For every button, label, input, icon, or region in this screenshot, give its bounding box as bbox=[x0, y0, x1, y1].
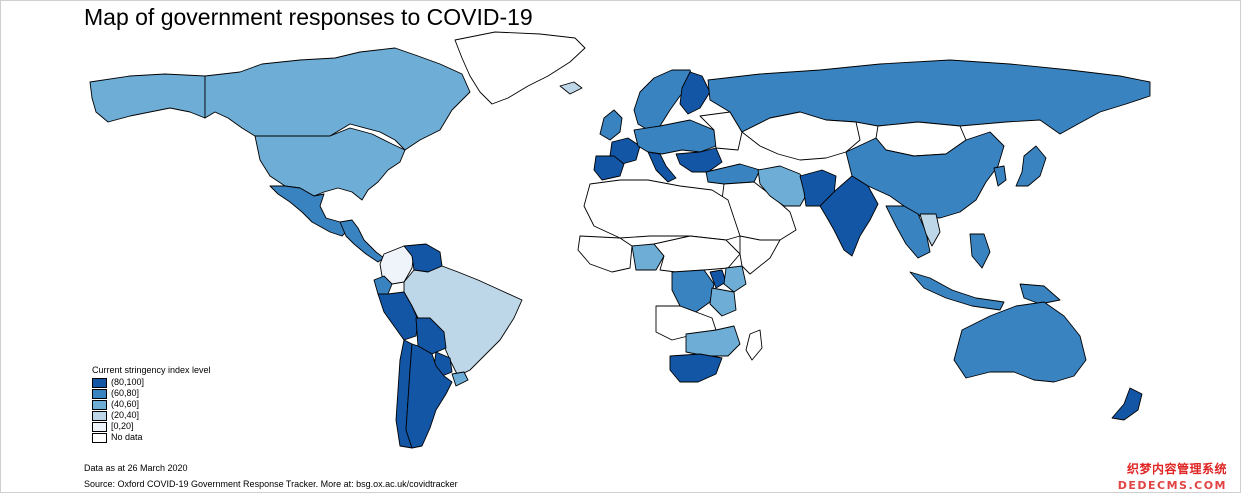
region-southeast-asia[interactable] bbox=[885, 205, 931, 259]
legend-swatch bbox=[92, 410, 107, 421]
region-indonesia[interactable] bbox=[909, 271, 1005, 311]
region-italy[interactable] bbox=[647, 151, 677, 183]
region-canada[interactable] bbox=[204, 47, 471, 151]
region-greenland[interactable] bbox=[454, 31, 586, 105]
region-papua-new-guinea[interactable] bbox=[1019, 283, 1061, 305]
legend-swatch bbox=[92, 377, 107, 388]
region-zimbabwe-mozambique[interactable] bbox=[685, 325, 741, 357]
region-south-africa[interactable] bbox=[669, 353, 723, 383]
region-japan[interactable] bbox=[1015, 145, 1047, 187]
legend-swatch bbox=[92, 388, 107, 399]
region-argentina[interactable] bbox=[405, 343, 453, 449]
legend-item: (20,40] bbox=[92, 410, 211, 421]
region-korea[interactable] bbox=[993, 165, 1007, 187]
region-tanzania[interactable] bbox=[709, 287, 737, 317]
region-finland[interactable] bbox=[679, 71, 711, 115]
region-uruguay[interactable] bbox=[451, 371, 469, 387]
region-nigeria[interactable] bbox=[631, 243, 665, 271]
region-kenya[interactable] bbox=[723, 265, 747, 293]
legend-label: (40,60] bbox=[111, 399, 140, 409]
legend-label: No data bbox=[111, 432, 143, 442]
region-iceland[interactable] bbox=[559, 81, 583, 95]
legend-label: (20,40] bbox=[111, 410, 140, 420]
legend-item: [0,20] bbox=[92, 421, 211, 432]
region-central-america[interactable] bbox=[339, 219, 385, 263]
map-legend: Current stringency index level (80,100] … bbox=[92, 365, 211, 443]
watermark: 织梦内容管理系统 DEDECMS.COM bbox=[1118, 460, 1227, 492]
region-india[interactable] bbox=[819, 175, 879, 257]
watermark-line-cn: 织梦内容管理系统 bbox=[1126, 462, 1227, 476]
region-ecuador[interactable] bbox=[373, 275, 393, 295]
legend-swatch bbox=[92, 421, 107, 432]
legend-item: (60,80] bbox=[92, 388, 211, 399]
region-china[interactable] bbox=[845, 131, 1005, 219]
legend-title: Current stringency index level bbox=[92, 365, 211, 375]
legend-label: (80,100] bbox=[111, 377, 145, 387]
region-north-africa[interactable] bbox=[583, 179, 741, 241]
legend-item: (80,100] bbox=[92, 377, 211, 388]
region-west-africa[interactable] bbox=[577, 235, 633, 273]
region-balkans[interactable] bbox=[675, 147, 723, 173]
region-philippines[interactable] bbox=[969, 233, 991, 269]
data-date-note: Data as at 26 March 2020 bbox=[84, 463, 188, 473]
region-iberia[interactable] bbox=[593, 155, 625, 181]
region-central-africa[interactable] bbox=[653, 235, 741, 273]
region-new-zealand[interactable] bbox=[1111, 387, 1143, 421]
legend-item: No data bbox=[92, 432, 211, 443]
legend-swatch bbox=[92, 432, 107, 443]
legend-item: (40,60] bbox=[92, 399, 211, 410]
region-australia[interactable] bbox=[953, 301, 1087, 383]
region-drc[interactable] bbox=[671, 269, 715, 313]
watermark-line-en: DEDECMS.COM bbox=[1117, 479, 1227, 492]
legend-label: (60,80] bbox=[111, 388, 140, 398]
region-uk-ireland[interactable] bbox=[599, 109, 623, 141]
legend-swatch bbox=[92, 399, 107, 410]
region-vietnam[interactable] bbox=[919, 213, 941, 247]
legend-label: [0,20] bbox=[111, 421, 134, 431]
region-iran[interactable] bbox=[757, 165, 809, 207]
source-note: Source: Oxford COVID-19 Government Respo… bbox=[84, 479, 458, 489]
region-kazakhstan[interactable] bbox=[741, 111, 861, 161]
region-madagascar[interactable] bbox=[745, 329, 763, 361]
region-horn-of-africa[interactable] bbox=[739, 235, 781, 275]
region-alaska[interactable] bbox=[89, 73, 206, 123]
region-mexico[interactable] bbox=[269, 185, 351, 237]
map-title: Map of government responses to COVID-19 bbox=[84, 4, 533, 30]
